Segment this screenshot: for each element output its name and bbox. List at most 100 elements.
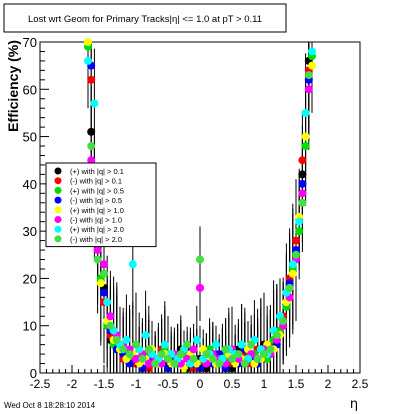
data-point: [189, 345, 198, 354]
x-tick-label: -1: [131, 377, 142, 391]
axes: -2.5 -2 -1.5 -1 -0.5 0 0.5 1 1.5 2 2.5 0 10 20 30 40 50 6…: [23, 35, 369, 391]
data-point: [301, 142, 310, 151]
data-point: [304, 85, 313, 94]
data-point: [298, 156, 307, 165]
data-point: [228, 354, 236, 363]
x-tick-label: 0: [197, 377, 204, 391]
data-point: [138, 354, 147, 363]
y-tick-label: 50: [23, 130, 37, 145]
data-point: [308, 61, 316, 70]
data-point: [304, 71, 313, 80]
data-point: [292, 250, 300, 259]
data-point: [183, 340, 192, 349]
data-point: [234, 350, 243, 359]
legend-label: (-) with |q| > 0.5: [70, 196, 122, 205]
data-point: [125, 350, 134, 359]
data-point: [260, 350, 268, 359]
data-point: [221, 345, 230, 354]
x-tick-label: 2: [325, 377, 332, 391]
data-point: [298, 170, 307, 179]
data-point: [87, 75, 96, 84]
data-point: [253, 354, 262, 363]
legend-marker: [54, 225, 62, 233]
y-tick-label: 30: [23, 224, 37, 239]
x-tick-label: -2.5: [30, 377, 51, 391]
y-tick-label: 0: [30, 366, 37, 381]
data-point: [298, 189, 307, 198]
data-point: [295, 217, 304, 226]
x-tick-label: 0.5: [224, 377, 241, 391]
data-point: [272, 331, 281, 340]
x-tick-label: 1: [261, 377, 268, 391]
x-tick-label: -2: [67, 377, 78, 391]
data-point: [247, 340, 256, 349]
x-tick-label: 1.5: [288, 377, 305, 391]
data-point: [298, 198, 307, 207]
legend-marker: [54, 177, 62, 185]
data-point: [132, 354, 140, 363]
legend-marker: [54, 216, 62, 223]
data-point: [295, 227, 304, 236]
legend-label: (+) with |q| > 0.5: [70, 186, 124, 195]
data-point: [93, 255, 102, 264]
y-axis-label: Efficiency (%): [5, 40, 21, 132]
y-tick-label: 70: [23, 35, 37, 50]
data-point: [301, 132, 310, 141]
legend-marker: [54, 186, 62, 194]
y-tick-label: 20: [23, 271, 37, 286]
data-point: [84, 56, 92, 65]
data-point: [266, 345, 275, 354]
data-point: [144, 345, 153, 354]
legend-box: [45, 162, 157, 248]
legend-label: (+) with |q| > 1.0: [70, 206, 124, 215]
legend-label: (-) with |q| > 1.0: [70, 216, 122, 225]
data-point: [301, 108, 310, 117]
x-tick-label: -1.5: [94, 377, 115, 391]
data-point: [279, 316, 288, 325]
data-point: [237, 340, 246, 349]
data-point: [164, 354, 172, 363]
y-tick-label: 40: [23, 177, 37, 192]
data-point: [128, 260, 137, 269]
data-point: [288, 269, 297, 278]
data-point: [122, 335, 131, 344]
x-tick-label: 2.5: [352, 377, 369, 391]
data-point: [141, 331, 150, 340]
data-point: [84, 38, 92, 46]
data-point: [151, 359, 160, 368]
footer-timestamp: Wed Oct 8 18:28:10 2014: [4, 401, 96, 410]
x-tick-label: -0.5: [158, 377, 179, 391]
data-points: [84, 38, 316, 373]
data-point: [119, 345, 128, 354]
data-point: [157, 350, 166, 359]
data-point: [192, 335, 201, 344]
data-point: [170, 359, 179, 368]
data-point: [212, 340, 220, 349]
data-point: [288, 260, 297, 269]
legend-marker: [54, 196, 62, 204]
y-tick-label: 10: [23, 319, 37, 334]
data-point: [100, 260, 108, 269]
data-point: [189, 354, 198, 363]
data-point: [106, 312, 115, 321]
data-point: [144, 359, 153, 368]
data-point: [240, 359, 249, 368]
data-point: [285, 283, 294, 292]
legend: (+) with |q| > 0.1(-) with |q| > 0.1(+) …: [45, 162, 157, 248]
legend-marker: [54, 235, 62, 243]
legend-marker: [54, 167, 62, 175]
data-point: [87, 142, 96, 151]
data-point: [103, 298, 112, 307]
data-point: [87, 127, 96, 136]
data-point: [292, 236, 300, 245]
data-point: [87, 156, 96, 165]
legend-label: (+) with |q| > 2.0: [70, 225, 124, 234]
data-point: [202, 350, 211, 359]
x-axis-label: η: [350, 397, 358, 412]
data-point: [196, 283, 204, 292]
y-tick-label: 60: [23, 82, 37, 97]
data-point: [112, 335, 121, 344]
data-point: [160, 340, 169, 349]
data-point: [298, 179, 307, 188]
